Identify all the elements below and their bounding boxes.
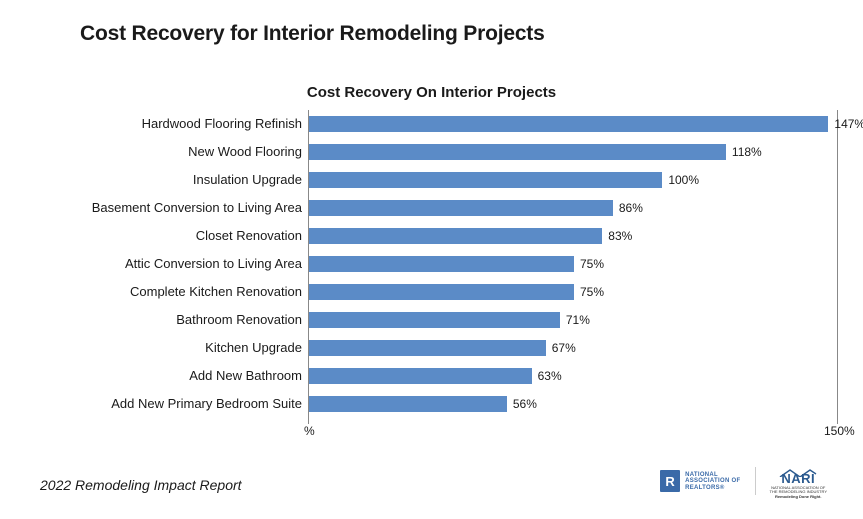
nari-roof-icon bbox=[776, 464, 820, 472]
bar-row: Kitchen Upgrade 67% bbox=[80, 334, 840, 362]
bar-row: Basement Conversion to Living Area 86% bbox=[80, 194, 840, 222]
bar-chart: % 150% Hardwood Flooring Refinish147%New… bbox=[80, 110, 840, 430]
bar-value-label: 100% bbox=[668, 166, 699, 194]
bar-row: Add New Bathroom 63% bbox=[80, 362, 840, 390]
bar-value-label: 83% bbox=[608, 222, 632, 250]
category-label: Add New Bathroom bbox=[80, 362, 302, 390]
category-label: Hardwood Flooring Refinish bbox=[80, 110, 302, 138]
category-label: Closet Renovation bbox=[80, 222, 302, 250]
bar-row: Complete Kitchen Renovation 75% bbox=[80, 278, 840, 306]
x-axis-min-label: % bbox=[304, 424, 315, 438]
category-label: Bathroom Renovation bbox=[80, 306, 302, 334]
category-label: Kitchen Upgrade bbox=[80, 334, 302, 362]
category-label: Basement Conversion to Living Area bbox=[80, 194, 302, 222]
bar-value-label: 71% bbox=[566, 306, 590, 334]
bar-row: Attic Conversion to Living Area 75% bbox=[80, 250, 840, 278]
nari-logo-subtext: NATIONAL ASSOCIATION OF THE REMODELING I… bbox=[770, 486, 828, 499]
bar-row: Closet Renovation 83% bbox=[80, 222, 840, 250]
logo-divider bbox=[755, 467, 756, 495]
bar-row: Hardwood Flooring Refinish147% bbox=[80, 110, 840, 138]
bar bbox=[309, 144, 726, 160]
bar-row: Bathroom Renovation 71% bbox=[80, 306, 840, 334]
nar-badge-icon: R bbox=[660, 470, 680, 492]
bar bbox=[309, 284, 574, 300]
bar-value-label: 86% bbox=[619, 194, 643, 222]
bar-value-label: 56% bbox=[513, 390, 537, 418]
category-label: New Wood Flooring bbox=[80, 138, 302, 166]
category-label: Complete Kitchen Renovation bbox=[80, 278, 302, 306]
bar-value-label: 147% bbox=[834, 110, 863, 138]
footer-source-note: 2022 Remodeling Impact Report bbox=[40, 477, 242, 493]
bar bbox=[309, 340, 546, 356]
nari-logo: NARI NATIONAL ASSOCIATION OF THE REMODEL… bbox=[770, 464, 828, 499]
category-label: Insulation Upgrade bbox=[80, 166, 302, 194]
nar-logo-text: NATIONAL ASSOCIATION OF REALTORS® bbox=[685, 472, 740, 492]
bar-row: Add New Primary Bedroom Suite 56% bbox=[80, 390, 840, 418]
bar bbox=[309, 256, 574, 272]
bar bbox=[309, 200, 613, 216]
bar bbox=[309, 172, 662, 188]
bar bbox=[309, 116, 828, 132]
chart-title: Cost Recovery On Interior Projects bbox=[0, 84, 863, 101]
bar bbox=[309, 312, 560, 328]
bar-value-label: 63% bbox=[538, 362, 562, 390]
category-label: Attic Conversion to Living Area bbox=[80, 250, 302, 278]
page-title: Cost Recovery for Interior Remodeling Pr… bbox=[80, 22, 545, 46]
x-axis-max-label: 150% bbox=[824, 424, 855, 438]
bar bbox=[309, 368, 532, 384]
bar-value-label: 75% bbox=[580, 250, 604, 278]
nar-logo: R NATIONAL ASSOCIATION OF REALTORS® bbox=[660, 470, 740, 492]
bar-row: Insulation Upgrade 100% bbox=[80, 166, 840, 194]
bar-value-label: 118% bbox=[732, 138, 762, 166]
bar-value-label: 75% bbox=[580, 278, 604, 306]
footer-logos: R NATIONAL ASSOCIATION OF REALTORS® NARI… bbox=[660, 464, 827, 499]
category-label: Add New Primary Bedroom Suite bbox=[80, 390, 302, 418]
bar-value-label: 67% bbox=[552, 334, 576, 362]
bar bbox=[309, 228, 602, 244]
bar bbox=[309, 396, 507, 412]
bar-row: New Wood Flooring 118% bbox=[80, 138, 840, 166]
